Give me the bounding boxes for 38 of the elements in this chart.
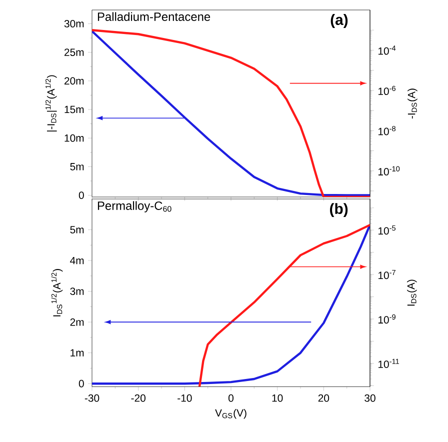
x-tick-label: -10 xyxy=(178,394,192,402)
y-tick-label: 15m xyxy=(64,106,84,114)
y2-tick-label: 10$^{-11}$ xyxy=(378,358,400,368)
y-tick-label: 25m xyxy=(64,48,84,56)
y2-tick-label: 10$^{-4}$ xyxy=(378,46,396,55)
y2-tick-label: 10$^{-9}$ xyxy=(378,314,396,324)
y-tick-label: 3m xyxy=(70,288,84,296)
y-tick-label: 4m xyxy=(70,256,84,264)
y2-tick-label: 10$^{-5}$ xyxy=(378,226,396,235)
y2-tick-label: 10$^{-7}$ xyxy=(378,270,396,280)
y2-tick-label: 10$^{-10}$ xyxy=(378,166,400,176)
y-tick-label: 5m xyxy=(70,163,84,170)
y-tick-label: 30m xyxy=(64,20,84,28)
x-tick-label: -20 xyxy=(131,394,146,402)
y-tick-label: 10m xyxy=(64,134,84,142)
y-axis-title: |-I$_{DS}$|$^{1/2}$(A$^{1/2}$) xyxy=(45,75,57,132)
x-tick-label: 30 xyxy=(364,394,376,402)
annotation: Permalloy-C$_{60}$ xyxy=(98,201,172,212)
y-tick-label: 1m xyxy=(70,349,84,356)
x-tick-label: -30 xyxy=(84,394,100,402)
y-axis-title: I$_{DS}$$^{1/2}$(A$^{1/2}$) xyxy=(51,269,63,316)
y-tick-label: 5m xyxy=(70,226,84,234)
annotation: (a) xyxy=(330,14,348,28)
x-axis-title: V$_{GS}$(V) xyxy=(215,408,246,419)
y2-axis-title: I$_{DS}$(A) xyxy=(407,280,417,306)
y-tick-label: 0 xyxy=(78,380,84,388)
x-tick-label: 20 xyxy=(318,394,330,402)
y2-tick-label: 10$^{-8}$ xyxy=(378,126,396,136)
y2-axis-title: -I$_{DS}$(A) xyxy=(408,88,418,119)
y-tick-label: 2m xyxy=(70,318,84,326)
x-tick-label: 0 xyxy=(228,394,234,402)
y-tick-label: 0 xyxy=(78,192,84,199)
annotation: (b) xyxy=(330,203,348,217)
annotation: Palladium-Pentacene xyxy=(98,12,210,21)
y2-tick-label: 10$^{-6}$ xyxy=(378,86,396,96)
y-tick-label: 20m xyxy=(64,77,84,85)
line-series xyxy=(198,224,370,387)
x-tick-label: 10 xyxy=(272,394,283,402)
